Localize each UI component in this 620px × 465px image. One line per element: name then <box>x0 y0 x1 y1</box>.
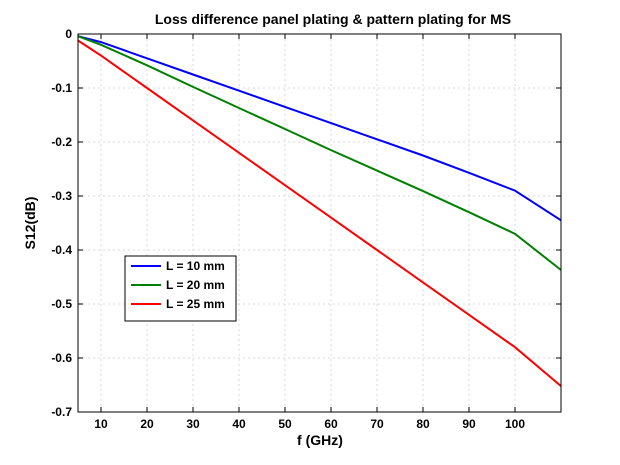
legend-label: L = 25 mm <box>166 297 225 311</box>
legend-label: L = 20 mm <box>166 278 225 292</box>
y-tick-label: 0 <box>65 27 72 41</box>
x-tick-label: 40 <box>232 417 246 431</box>
plot-frame <box>77 33 562 413</box>
series-layer <box>77 35 562 387</box>
x-tick-label: 90 <box>462 417 476 431</box>
y-axis-label: S12(dB) <box>22 197 38 250</box>
x-tick-label: 20 <box>140 417 154 431</box>
legend: L = 10 mm L = 20 mm L = 25 mm <box>124 255 237 322</box>
y-tick-label: -0.4 <box>51 243 72 257</box>
x-tick-label: 30 <box>186 417 200 431</box>
y-tick-label: -0.1 <box>51 81 72 95</box>
y-tick-label: -0.6 <box>51 351 72 365</box>
series-line-1 <box>77 35 562 222</box>
x-tick-label: 80 <box>416 417 430 431</box>
series-line-3 <box>77 39 562 387</box>
y-tick-label: -0.3 <box>51 189 72 203</box>
x-axis-label: f (GHz) <box>297 432 343 448</box>
y-tick-label: -0.5 <box>51 297 72 311</box>
y-tick-label: -0.7 <box>51 405 72 419</box>
y-tick-label: -0.2 <box>51 135 72 149</box>
series-line-2 <box>77 35 562 271</box>
legend-label: L = 10 mm <box>166 259 225 273</box>
ticks: 10 20 30 40 50 60 70 80 90 100 0 -0.1 -0.2 -0.3 -0.4 -0… <box>51 27 561 431</box>
x-tick-label: 10 <box>94 417 108 431</box>
x-tick-label: 50 <box>278 417 292 431</box>
x-tick-label: 60 <box>324 417 338 431</box>
x-tick-label: 100 <box>505 417 525 431</box>
x-tick-label: 70 <box>370 417 384 431</box>
chart-title: Loss difference panel plating & pattern … <box>155 11 511 27</box>
